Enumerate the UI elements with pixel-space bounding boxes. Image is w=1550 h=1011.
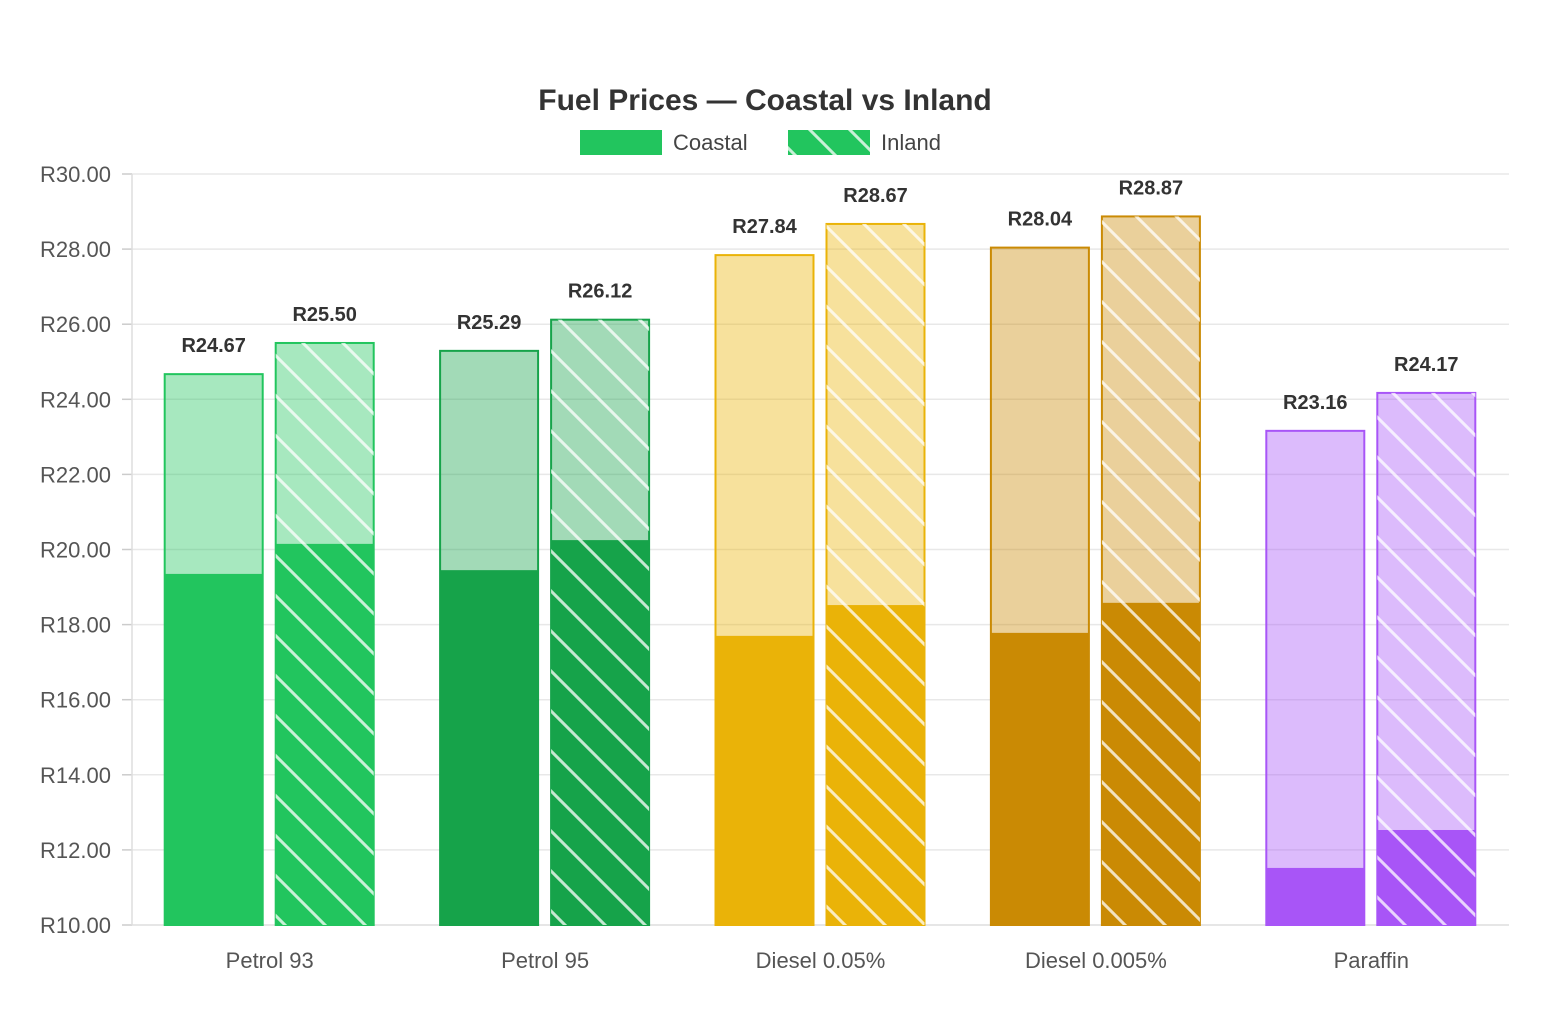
y-tick-label: R18.00 bbox=[40, 613, 111, 638]
data-label: R23.16 bbox=[1283, 392, 1348, 414]
data-label: R24.67 bbox=[181, 335, 246, 357]
bar-lower-segment bbox=[164, 573, 263, 925]
y-tick-label: R22.00 bbox=[40, 462, 111, 487]
data-label: R27.84 bbox=[732, 216, 797, 238]
bar-upper-segment bbox=[1265, 429, 1366, 926]
y-tick-label: R20.00 bbox=[40, 538, 111, 563]
data-label: R25.50 bbox=[292, 304, 357, 326]
bar-coastal bbox=[714, 254, 815, 927]
legend-swatch-inland-hatch bbox=[788, 130, 870, 155]
y-tick-label: R10.00 bbox=[40, 913, 111, 938]
bar-lower-segment bbox=[1266, 867, 1365, 925]
bar-hatch bbox=[1101, 216, 1200, 925]
legend-swatch-coastal bbox=[580, 130, 662, 155]
legend-label-inland: Inland bbox=[881, 130, 941, 155]
data-label: R26.12 bbox=[568, 281, 633, 303]
x-tick-label: Paraffin bbox=[1334, 948, 1409, 973]
bar-inland bbox=[550, 318, 651, 927]
bar-coastal bbox=[989, 246, 1090, 926]
bar-hatch bbox=[1377, 392, 1476, 925]
x-tick-label: Petrol 93 bbox=[226, 948, 314, 973]
bar-coastal bbox=[1265, 429, 1366, 926]
bar-hatch bbox=[551, 319, 650, 926]
bar-lower-segment bbox=[715, 635, 814, 925]
y-tick-label: R12.00 bbox=[40, 838, 111, 863]
bar-inland bbox=[1100, 215, 1201, 926]
x-tick-label: Diesel 0.05% bbox=[756, 948, 886, 973]
bar-lower-segment bbox=[440, 570, 539, 925]
x-tick-label: Diesel 0.005% bbox=[1025, 948, 1167, 973]
bar-coastal bbox=[163, 373, 264, 927]
legend-label-coastal: Coastal bbox=[673, 130, 748, 155]
bar-coastal bbox=[439, 349, 540, 927]
bar-hatch bbox=[826, 223, 925, 925]
bar-inland bbox=[274, 341, 375, 927]
data-label: R28.04 bbox=[1008, 209, 1073, 231]
bar-inland bbox=[825, 222, 926, 926]
x-tick-label: Petrol 95 bbox=[501, 948, 589, 973]
legend: Coastal Inland bbox=[580, 130, 941, 155]
bar-inland bbox=[1376, 391, 1477, 926]
y-tick-label: R14.00 bbox=[40, 763, 111, 788]
bar-lower-segment bbox=[990, 632, 1089, 925]
data-label: R25.29 bbox=[457, 312, 522, 334]
y-tick-label: R16.00 bbox=[40, 688, 111, 713]
data-label: R28.67 bbox=[843, 185, 908, 207]
bar-hatch bbox=[275, 342, 374, 926]
y-tick-label: R24.00 bbox=[40, 387, 111, 412]
data-label: R24.17 bbox=[1394, 354, 1459, 376]
data-label: R28.87 bbox=[1119, 177, 1184, 199]
chart-title: Fuel Prices — Coastal vs Inland bbox=[538, 84, 992, 117]
y-tick-label: R28.00 bbox=[40, 237, 111, 262]
y-tick-label: R26.00 bbox=[40, 312, 111, 337]
y-tick-label: R30.00 bbox=[40, 162, 111, 187]
